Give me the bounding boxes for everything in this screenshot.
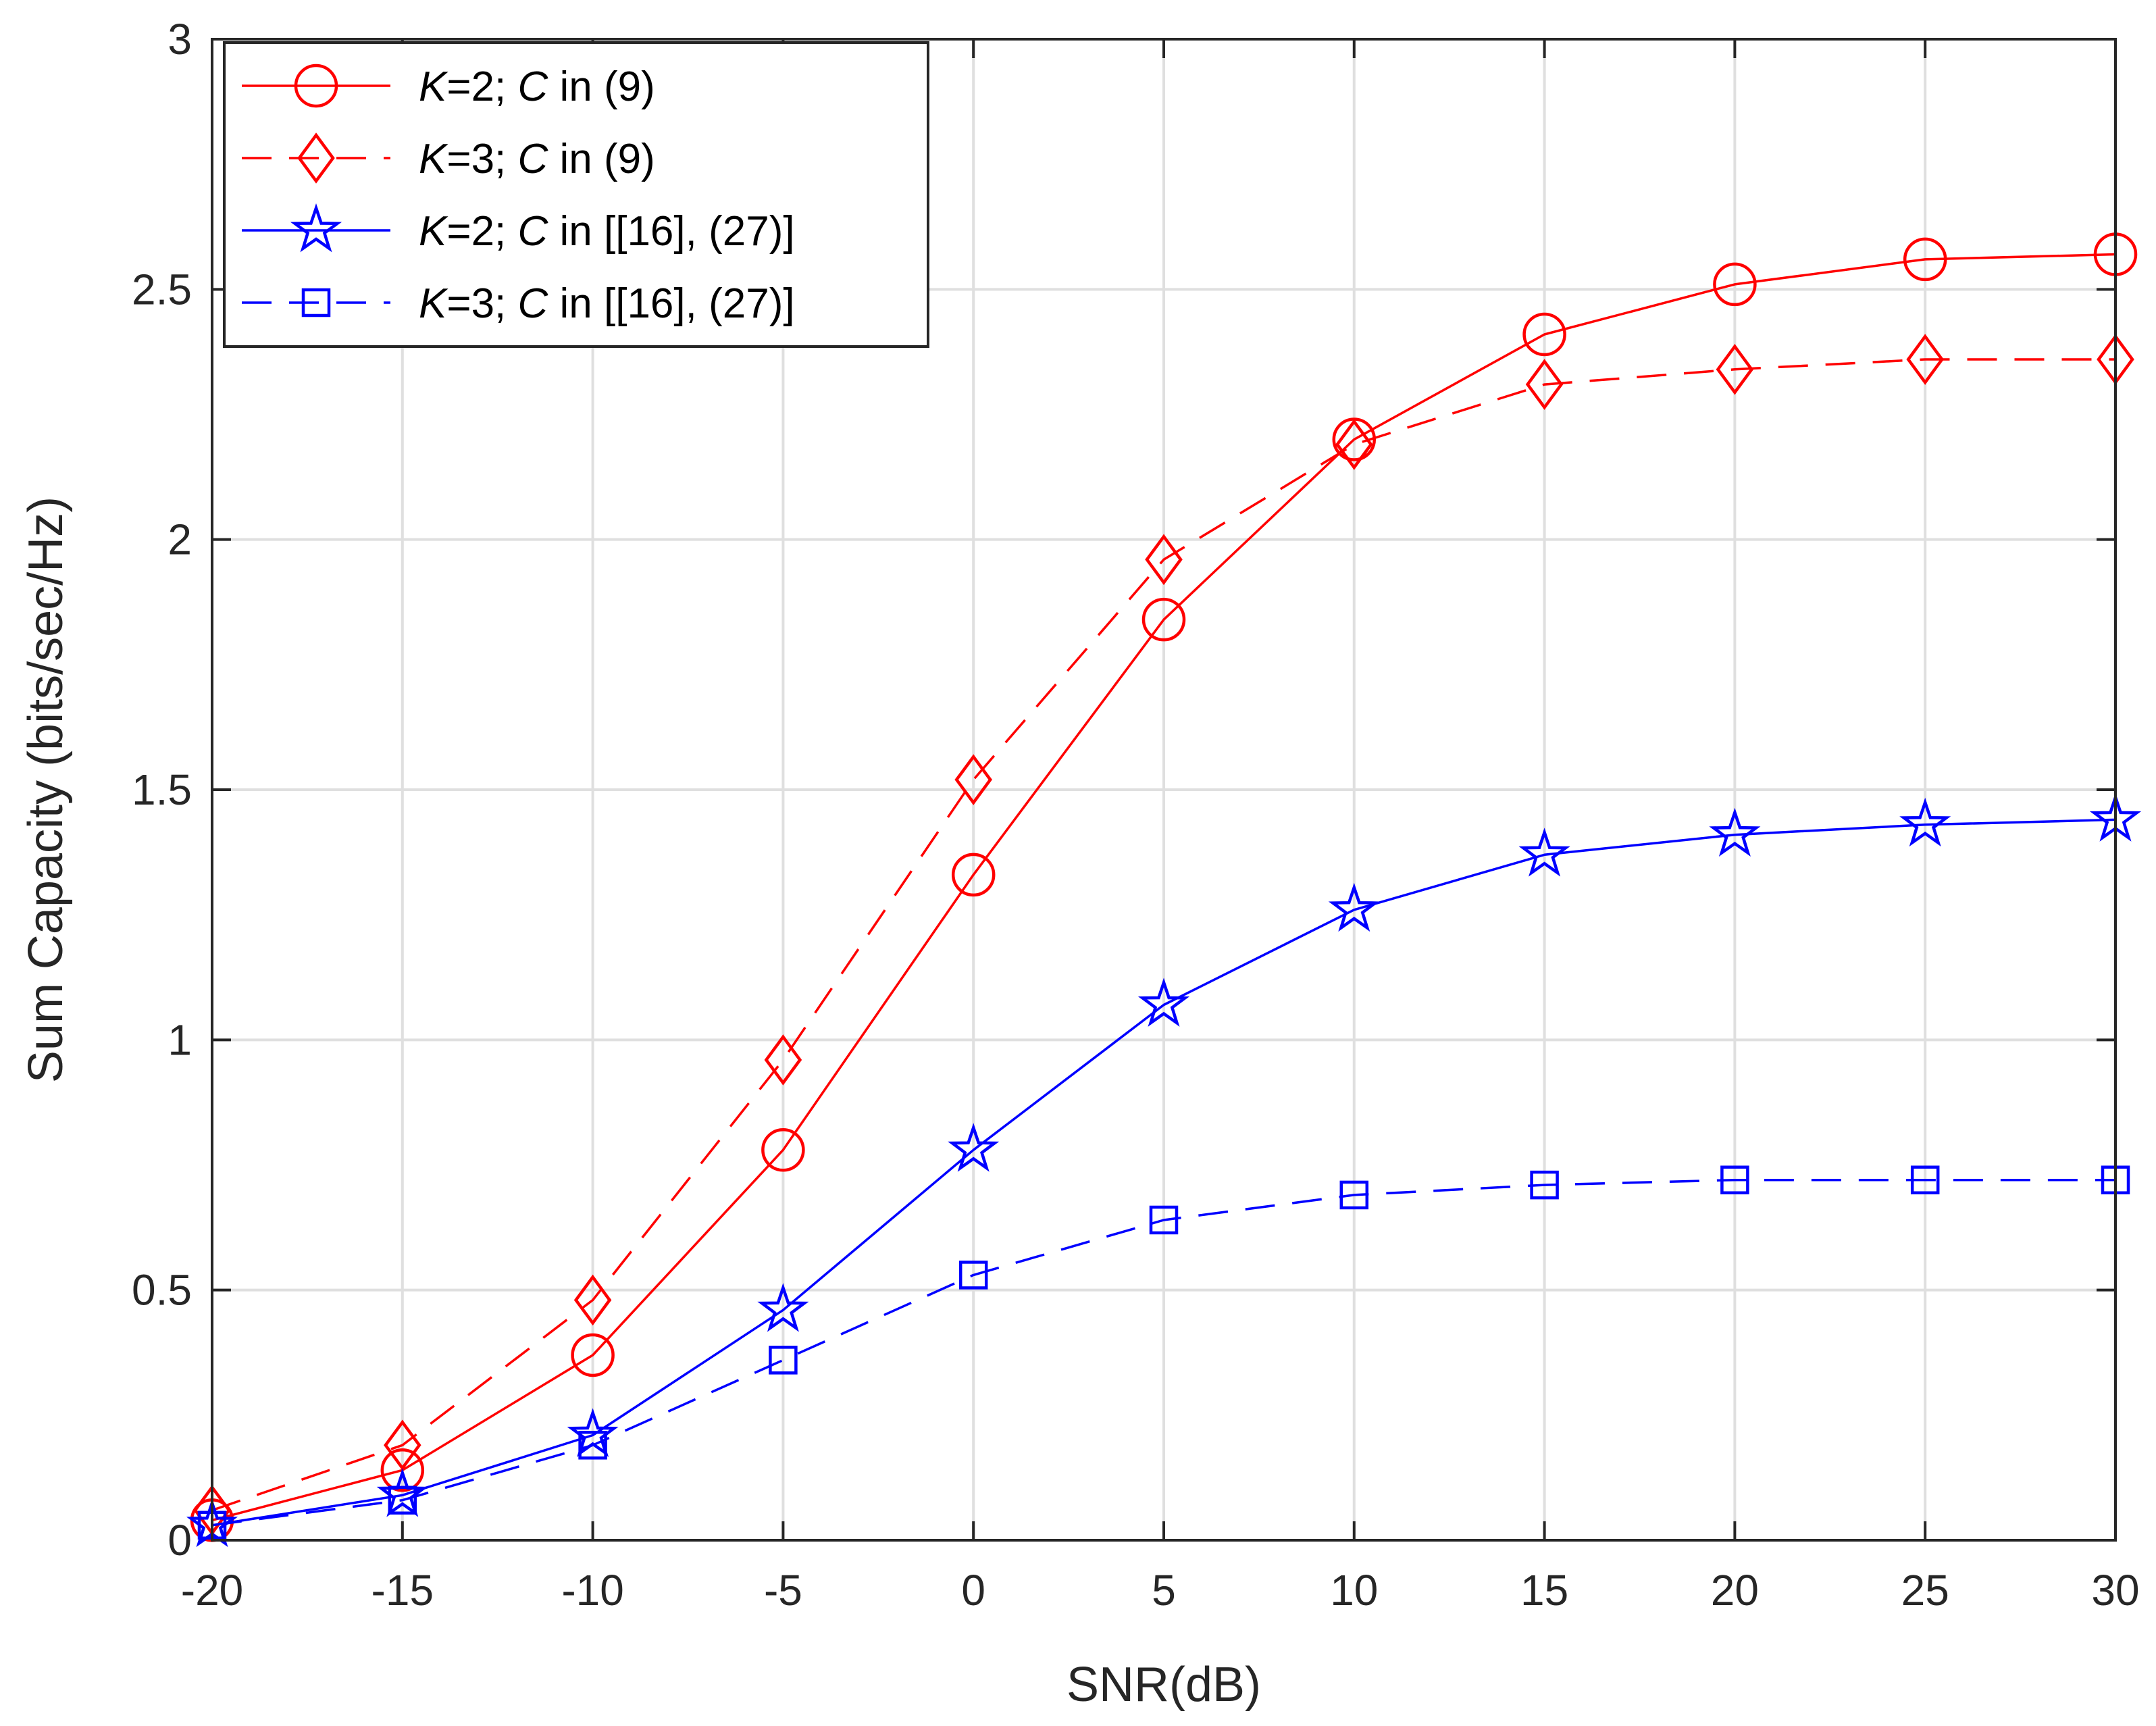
y-tick-label: 2 [168,515,192,564]
data-point-square [578,1431,607,1460]
data-point-diamond [1525,359,1564,410]
legend-entry: K=3; C in [[16], (27)] [242,280,795,327]
series-line-2 [211,358,2115,1512]
data-point-circle [1903,237,1947,282]
data-point-circle [571,1333,615,1377]
ticks: -20 -15 -10 -5 0 5 10 15 20 25 30 0 0.5 1 1.5 2 2.5 3 [132,15,2140,1615]
x-axis-title: SNR(dB) [1067,1658,1261,1712]
data-point-star [376,1468,428,1517]
data-point-diamond [954,754,992,805]
legend-marker-star [290,203,342,253]
legend-marker-circle [294,64,338,108]
data-point-diamond [1335,419,1373,470]
series-1 [190,232,2138,1542]
data-point-circle [380,1448,425,1492]
legend-label: K=2; C in (9) [419,64,655,110]
series-line-1 [211,253,2116,1522]
y-tick-label: 3 [168,15,192,64]
data-point-square [1149,1205,1179,1235]
data-point-circle [1141,597,1186,642]
legend-label: K=2; C in [[16], (27)] [419,208,795,255]
data-point-square [1339,1180,1369,1210]
data-point-square [958,1261,988,1290]
x-tick-label: 10 [1330,1566,1378,1615]
data-point-star [1709,807,1761,857]
data-point-circle [761,1128,805,1172]
x-tick-label: 15 [1520,1566,1568,1615]
x-tick-label: 25 [1901,1566,1949,1615]
x-tick-label: -5 [764,1566,802,1615]
x-tick-label: 5 [1152,1566,1176,1615]
y-tick-label: 1 [168,1015,192,1064]
data-point-star [1328,882,1380,932]
data-point-square [769,1346,798,1375]
y-tick-label: 2.5 [132,265,192,313]
x-tick-label: 0 [961,1566,985,1615]
y-tick-label: 0.5 [132,1266,192,1315]
series-line-4 [211,1178,2115,1527]
legend-entry: K=2; C in [[16], (27)] [242,203,795,255]
x-tick-label: -20 [181,1566,244,1615]
x-tick-label: 30 [2091,1566,2139,1615]
data-point-circle [1713,262,1757,307]
data-point-diamond [1145,534,1183,586]
series-line-3 [211,818,2116,1527]
data-point-square [388,1486,417,1515]
legend-box [223,41,929,348]
series-group [186,232,2142,1548]
legend-marker-diamond [297,132,335,184]
data-point-diamond [573,1274,612,1326]
y-tick-label: 1.5 [132,765,192,814]
x-tick-label: -15 [371,1566,434,1615]
data-point-square [1910,1165,1940,1194]
data-point-star [948,1123,1000,1172]
legend: K=2; C in (9) K=3; C in (9) K=2; C in [[16… [223,41,929,348]
legend-label: K=3; C in (9) [419,136,655,182]
legend-entry: K=3; C in (9) [242,132,655,184]
series-4 [197,1165,2130,1540]
series-2 [193,334,2134,1536]
data-point-diamond [1906,334,1944,385]
data-point-diamond [764,1034,802,1086]
data-point-circle [1522,312,1566,357]
y-axis-title: Sum Capacity (bits/sec/Hz) [19,497,73,1083]
legend-marker-square [301,288,331,318]
legend-label: K=3; C in [[16], (27)] [419,280,795,327]
data-point-diamond [1716,344,1754,395]
data-point-square [1720,1165,1749,1194]
x-tick-label: -10 [561,1566,624,1615]
data-point-circle [951,853,996,897]
x-tick-label: 20 [1711,1566,1759,1615]
legend-entry: K=2; C in (9) [242,64,655,110]
data-point-star [757,1283,809,1332]
y-tick-label: 0 [168,1516,192,1565]
data-point-star [1899,797,1951,847]
data-point-star [1518,828,1570,877]
data-point-square [1530,1170,1559,1200]
data-point-star [1137,978,1190,1027]
